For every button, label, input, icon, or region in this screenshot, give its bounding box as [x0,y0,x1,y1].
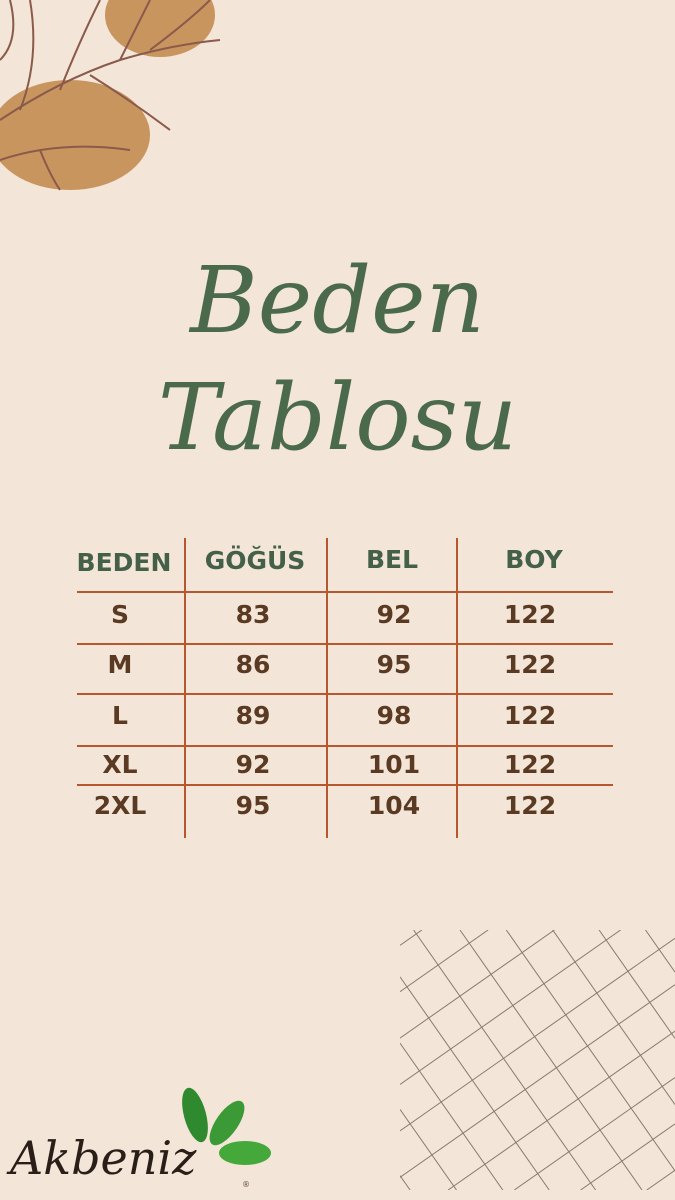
akbeniz-logo: Akbeniz ® [10,1085,271,1195]
grid-line [447,1030,675,1190]
table-cell: S [110,600,129,629]
table-cell: 92 [235,750,271,779]
divider [456,538,458,838]
table-cell: 122 [503,701,557,730]
divider [184,538,186,838]
header-boy: BOY [505,545,563,574]
table-cell: M [107,650,133,679]
branch-decoration [0,0,221,191]
divider [77,693,613,695]
table-cell: 2XL [93,791,147,820]
table-cell: 98 [376,701,412,730]
grid-line [552,930,675,1105]
grid-line [598,930,675,1039]
table-cell: 122 [503,600,557,629]
grid-line [505,930,675,1172]
table-cell: 95 [376,650,412,679]
divider [326,538,328,838]
grid-line [400,930,621,1085]
table-cell: 92 [376,600,412,629]
table-cell: 83 [235,600,271,629]
title-line-2: Tablosu [157,364,518,471]
table-cell: L [112,701,128,730]
grid-line [459,930,643,1190]
header-beden: BEDEN [76,548,172,577]
grid-decoration [400,930,675,1190]
grid-line [645,930,675,973]
divider [77,643,613,645]
grid-line [400,1109,457,1190]
grid-line [646,1169,675,1190]
grid-line [514,1077,675,1190]
grid-line [400,1175,411,1190]
divider [77,784,613,786]
grid-line [413,930,597,1190]
title-line-1: Beden [190,247,485,354]
leaf-icon [182,1087,271,1165]
header-gogus: GÖĞÜS [204,546,306,575]
grid-line [400,984,675,1178]
table-cell: 101 [367,750,421,779]
grid-line [400,937,675,1132]
grid-line [400,930,555,1039]
logo-text: Akbeniz [10,1131,197,1185]
registered-mark: ® [242,1180,250,1189]
grid-line [400,976,550,1190]
table-cell: 86 [235,650,271,679]
table-cell: 122 [503,750,557,779]
divider [77,745,613,747]
table-cell: 95 [235,791,271,820]
grid-line [400,1042,504,1190]
table-cell: 89 [235,701,271,730]
table-cell: XL [102,750,138,779]
divider [77,591,613,593]
table-cell: 104 [367,791,421,820]
grid-line [400,930,423,946]
grid-line [580,1123,675,1190]
grid-line [400,930,489,993]
table-cell: 122 [503,650,557,679]
header-bel: BEL [365,545,419,574]
table-cell: 122 [503,791,557,820]
